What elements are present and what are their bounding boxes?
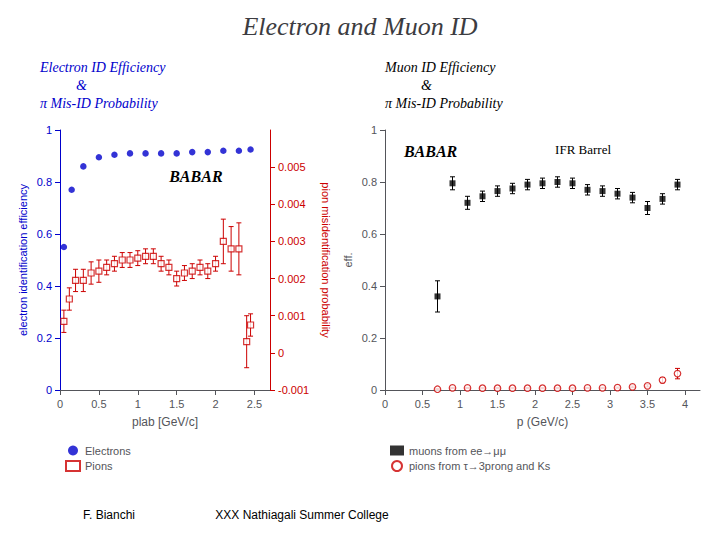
svg-text:2.5: 2.5 <box>565 398 580 410</box>
svg-text:0.002: 0.002 <box>278 273 306 285</box>
svg-text:0.001: 0.001 <box>278 310 306 322</box>
svg-text:eff.: eff. <box>342 252 354 267</box>
svg-text:pions from τ→3prong and Ks: pions from τ→3prong and Ks <box>409 460 551 472</box>
svg-text:1: 1 <box>46 124 52 136</box>
svg-text:-0.001: -0.001 <box>278 384 309 396</box>
svg-text:π Mis-ID Probability: π Mis-ID Probability <box>385 96 503 111</box>
svg-text:0.2: 0.2 <box>37 332 52 344</box>
svg-text:2.5: 2.5 <box>247 398 262 410</box>
svg-text:Pions: Pions <box>85 460 113 472</box>
svg-text:0.5: 0.5 <box>91 398 106 410</box>
svg-text:plab [GeV/c]: plab [GeV/c] <box>132 415 198 429</box>
svg-text:0.5: 0.5 <box>415 398 430 410</box>
svg-text:0.2: 0.2 <box>362 332 377 344</box>
svg-text:π Mis-ID Probability: π Mis-ID Probability <box>40 96 158 111</box>
svg-text:0.8: 0.8 <box>37 176 52 188</box>
svg-text:p (GeV/c): p (GeV/c) <box>517 415 568 429</box>
svg-text:1: 1 <box>135 398 141 410</box>
svg-text:2: 2 <box>212 398 218 410</box>
svg-text:IFR Barrel: IFR Barrel <box>555 142 611 157</box>
svg-text:2: 2 <box>532 398 538 410</box>
svg-text:3.5: 3.5 <box>640 398 655 410</box>
svg-text:1: 1 <box>371 124 377 136</box>
svg-text:&: & <box>421 78 432 93</box>
svg-text:BABAR: BABAR <box>168 168 223 185</box>
svg-text:F. Bianchi: F. Bianchi <box>83 508 135 522</box>
svg-text:0.6: 0.6 <box>37 228 52 240</box>
svg-text:BABAR: BABAR <box>403 143 458 160</box>
svg-text:0.005: 0.005 <box>278 161 306 173</box>
svg-text:1: 1 <box>457 398 463 410</box>
svg-text:Electron ID Efficiency: Electron ID Efficiency <box>39 60 166 75</box>
svg-text:0.4: 0.4 <box>37 280 52 292</box>
svg-text:Electrons: Electrons <box>85 445 131 457</box>
svg-text:4: 4 <box>682 398 688 410</box>
svg-text:Muon ID Efficiency: Muon ID Efficiency <box>384 60 496 75</box>
svg-text:electron identification effici: electron identification efficiency <box>17 183 29 336</box>
svg-text:0: 0 <box>382 398 388 410</box>
svg-text:muons from ee→μμ: muons from ee→μμ <box>409 445 506 457</box>
svg-text:1.5: 1.5 <box>490 398 505 410</box>
svg-text:0.4: 0.4 <box>362 280 377 292</box>
svg-text:0: 0 <box>46 384 52 396</box>
svg-text:0.003: 0.003 <box>278 235 306 247</box>
svg-text:XXX Nathiagali Summer College: XXX Nathiagali Summer College <box>215 508 389 522</box>
svg-text:pion misidentification probabi: pion misidentification probability <box>320 182 332 338</box>
svg-text:0: 0 <box>57 398 63 410</box>
svg-text:Electron and Muon ID: Electron and Muon ID <box>241 12 477 41</box>
svg-text:1.5: 1.5 <box>169 398 184 410</box>
svg-text:0.004: 0.004 <box>278 198 306 210</box>
svg-text:0: 0 <box>371 384 377 396</box>
svg-text:0: 0 <box>278 347 284 359</box>
svg-text:0.8: 0.8 <box>362 176 377 188</box>
svg-text:3: 3 <box>607 398 613 410</box>
svg-text:&: & <box>76 78 87 93</box>
svg-text:0.6: 0.6 <box>362 228 377 240</box>
